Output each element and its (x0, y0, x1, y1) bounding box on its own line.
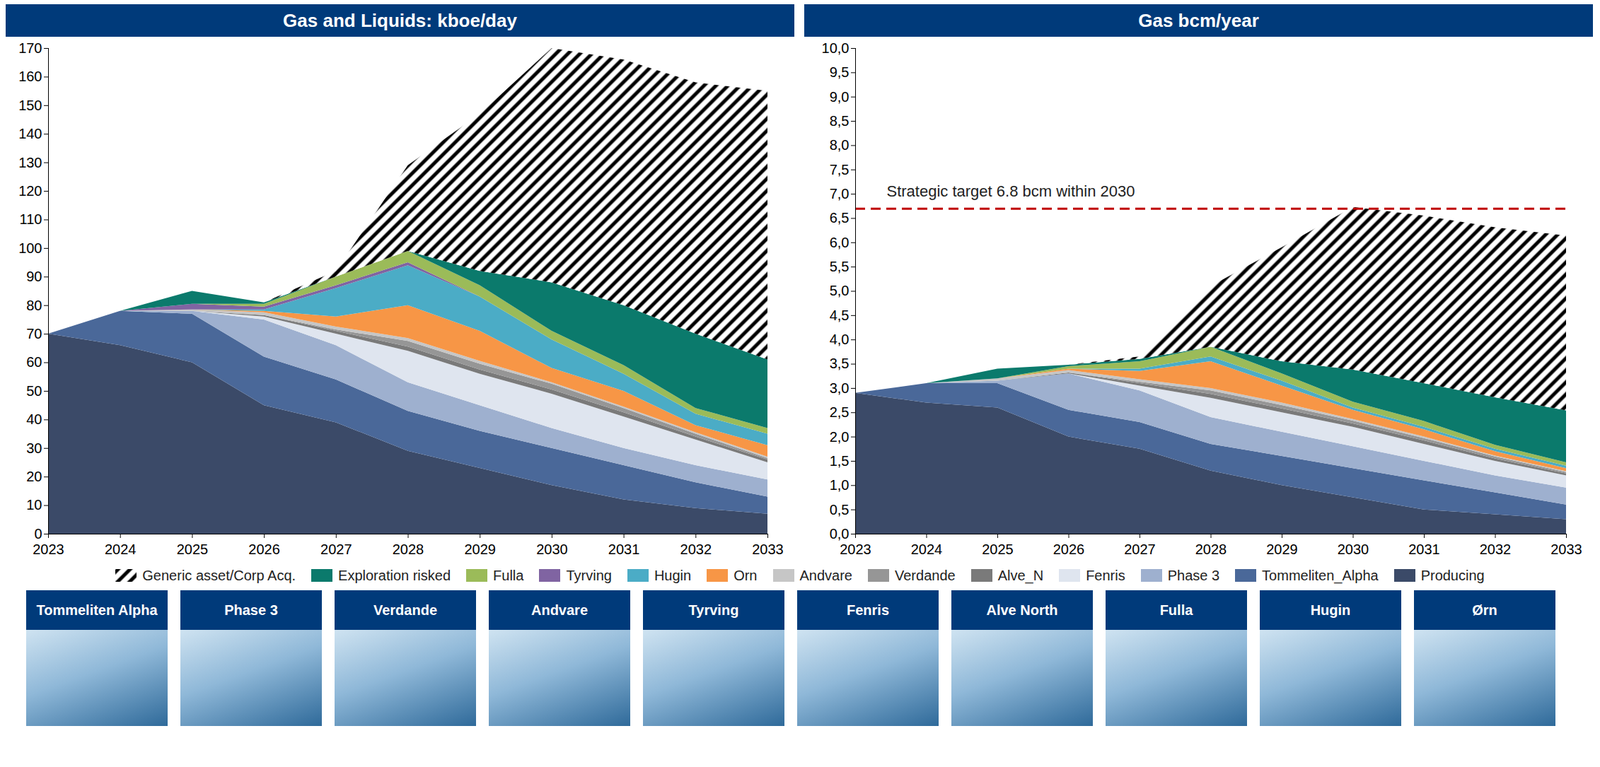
html-text:Tyrving: Tyrving (566, 567, 612, 584)
svg-text:8,5: 8,5 (829, 113, 850, 129)
svg-text:160: 160 (18, 68, 42, 85)
svg-text:2,0: 2,0 (829, 429, 850, 445)
svg-text:2023: 2023 (32, 541, 65, 558)
svg-text:10: 10 (26, 497, 42, 513)
svg-text:6,5: 6,5 (829, 210, 850, 226)
svg-text:2027: 2027 (1123, 541, 1156, 558)
svg-text:7,5: 7,5 (829, 161, 850, 178)
html-text:Verdande: Verdande (894, 567, 956, 584)
html-text:Producing: Producing (1420, 567, 1485, 584)
svg-text:2028: 2028 (1195, 541, 1228, 558)
svg-text:6,0: 6,0 (829, 234, 850, 251)
html-text:Alve_N: Alve_N (997, 567, 1044, 584)
svg-text:2,5: 2,5 (829, 404, 850, 421)
svg-text:4,0: 4,0 (829, 331, 850, 348)
svg-text:0: 0 (33, 526, 42, 542)
svg-text:9,0: 9,0 (829, 89, 850, 105)
html-text:Verdande: Verdande (373, 602, 438, 618)
html-text:Andvare: Andvare (799, 567, 853, 584)
svg-text:100: 100 (18, 240, 42, 257)
svg-text:3,0: 3,0 (829, 380, 850, 397)
svg-text:8,0: 8,0 (829, 137, 850, 153)
html-text:Tommeliten_Alpha: Tommeliten_Alpha (1261, 567, 1379, 584)
svg-text:2031: 2031 (608, 541, 641, 558)
svg-text:150: 150 (18, 97, 42, 114)
svg-text:2024: 2024 (911, 541, 943, 558)
svg-text:10,0: 10,0 (821, 40, 850, 56)
html-text:Gas bcm/year: Gas bcm/year (1138, 9, 1259, 31)
svg-text:2026: 2026 (248, 541, 281, 558)
svg-text:2029: 2029 (1266, 541, 1298, 558)
svg-text:2033: 2033 (751, 541, 784, 558)
html-text:Tyrving: Tyrving (688, 602, 739, 618)
svg-text:170: 170 (18, 40, 42, 56)
html-text:Phase 3: Phase 3 (224, 602, 278, 618)
svg-text:2032: 2032 (1479, 541, 1512, 558)
svg-text:5,0: 5,0 (829, 282, 850, 299)
svg-text:2030: 2030 (1337, 541, 1370, 558)
svg-text:50: 50 (26, 383, 42, 399)
svg-text:2031: 2031 (1408, 541, 1441, 558)
svg-text:40: 40 (26, 411, 42, 428)
svg-text:2026: 2026 (1053, 541, 1086, 558)
svg-text:90: 90 (26, 268, 42, 285)
svg-text:30: 30 (26, 440, 42, 457)
svg-text:130: 130 (18, 154, 42, 171)
svg-text:9,5: 9,5 (829, 64, 850, 80)
html-text:Fulla: Fulla (1159, 602, 1193, 618)
svg-text:2024: 2024 (104, 541, 137, 558)
html-text:Exploration risked: Exploration risked (338, 567, 451, 584)
svg-text:20: 20 (26, 468, 42, 485)
svg-text:70: 70 (26, 326, 42, 342)
html-text:Tommeliten Alpha: Tommeliten Alpha (36, 602, 158, 618)
svg-text:2023: 2023 (839, 541, 872, 558)
html-text:Hugin: Hugin (654, 567, 692, 584)
html-text:Generic asset/Corp Acq.: Generic asset/Corp Acq. (142, 567, 296, 584)
svg-text:80: 80 (26, 297, 42, 314)
html-text:Alve North: Alve North (986, 602, 1058, 618)
html-text:Hugin: Hugin (1310, 602, 1351, 618)
svg-text:5,5: 5,5 (829, 258, 850, 275)
svg-text:Strategic target 6.8 bcm withi: Strategic target 6.8 bcm within 2030 (887, 182, 1136, 201)
html-text:Andvare: Andvare (531, 602, 588, 618)
html-text:Ørn: Ørn (1472, 602, 1498, 618)
svg-text:1,0: 1,0 (829, 477, 850, 494)
svg-text:2032: 2032 (680, 541, 713, 558)
svg-text:2025: 2025 (176, 541, 209, 558)
svg-text:140: 140 (18, 125, 42, 142)
html-text:Gas and Liquids: kboe/day: Gas and Liquids: kboe/day (283, 9, 517, 31)
html-text:Orn: Orn (733, 567, 758, 584)
svg-text:60: 60 (26, 354, 42, 370)
svg-text:120: 120 (18, 183, 42, 199)
svg-text:2029: 2029 (464, 541, 496, 558)
svg-text:7,0: 7,0 (829, 186, 850, 202)
svg-text:110: 110 (19, 211, 43, 228)
html-text:Phase 3: Phase 3 (1167, 567, 1220, 584)
svg-text:1,5: 1,5 (829, 453, 850, 469)
svg-text:4,5: 4,5 (829, 307, 850, 324)
html-text:Fenris: Fenris (1085, 567, 1126, 584)
svg-text:3,5: 3,5 (829, 355, 850, 372)
svg-text:2025: 2025 (981, 541, 1014, 558)
html-text:Fenris: Fenris (846, 602, 890, 618)
html-text:Fulla: Fulla (493, 567, 524, 584)
svg-text:0,0: 0,0 (829, 526, 850, 542)
svg-text:2030: 2030 (536, 541, 568, 558)
svg-text:0,5: 0,5 (829, 502, 850, 518)
svg-text:2033: 2033 (1550, 541, 1583, 558)
svg-text:2027: 2027 (320, 541, 353, 558)
svg-text:2028: 2028 (392, 541, 425, 558)
